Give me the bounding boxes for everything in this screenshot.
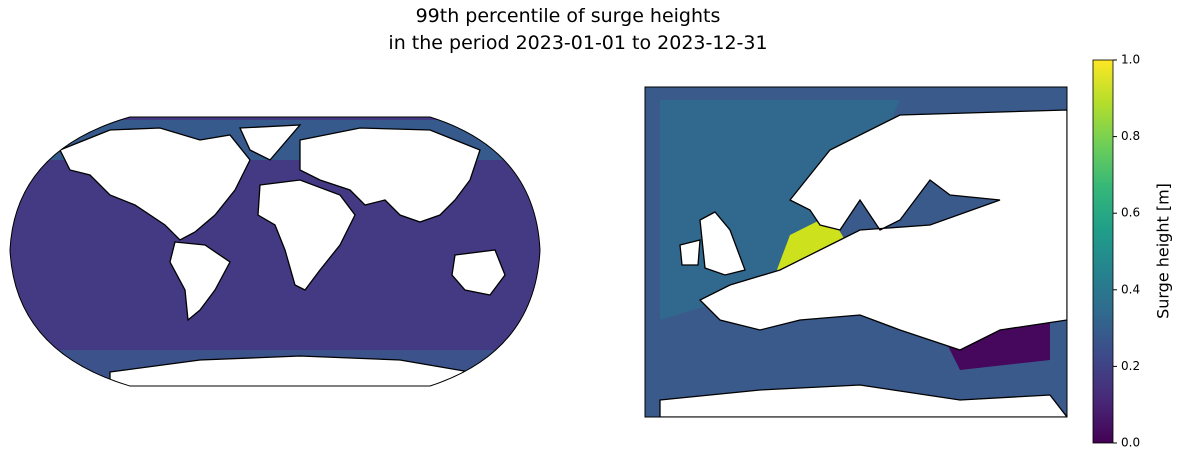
colorbar-tick-label: 0.2 <box>1121 359 1140 373</box>
map-frame <box>9 116 541 387</box>
world-map <box>10 117 540 386</box>
colorbar-tick-label: 0.4 <box>1121 282 1140 296</box>
colorbar-tick-label: 0.8 <box>1121 129 1140 143</box>
colorbar-tick-label: 0.6 <box>1121 206 1140 220</box>
hotspot <box>775 215 845 275</box>
map-frame <box>644 86 1068 418</box>
land <box>679 239 701 266</box>
europe-map <box>645 87 1067 417</box>
title-line: in the period 2023-01-01 to 2023-12-31 <box>388 32 767 54</box>
land <box>109 355 471 386</box>
title-line: 99th percentile of surge heights <box>416 5 721 27</box>
colorbar-tick-label: 0.0 <box>1121 436 1140 450</box>
land <box>659 384 1067 417</box>
colorbar-tick-label: 1.0 <box>1121 53 1140 67</box>
land <box>698 109 1067 351</box>
land <box>59 127 251 241</box>
land <box>299 127 481 223</box>
colorbar <box>1092 59 1114 444</box>
colorbar-label: Surge height [m] <box>1154 183 1173 319</box>
land <box>239 124 302 161</box>
land <box>169 241 231 322</box>
land <box>257 179 356 291</box>
land <box>451 249 506 296</box>
land <box>699 211 746 276</box>
